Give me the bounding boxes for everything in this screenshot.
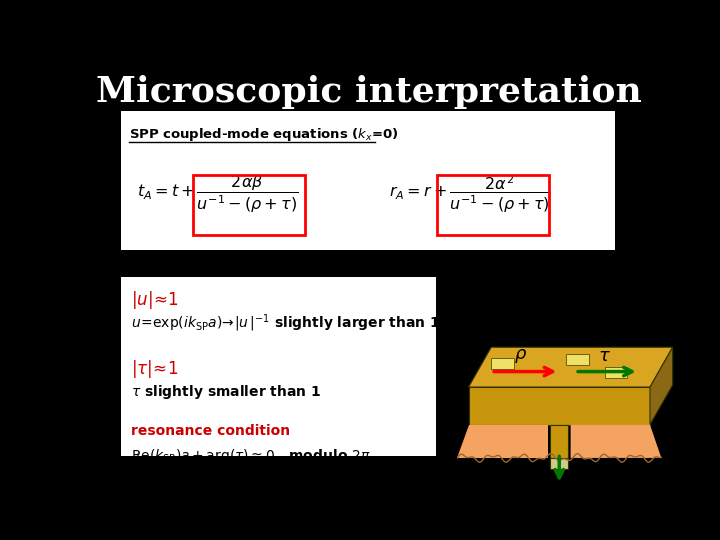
Text: $\tau$ slightly smaller than 1: $\tau$ slightly smaller than 1	[131, 383, 321, 401]
Text: $\tau$: $\tau$	[598, 347, 611, 365]
Polygon shape	[550, 458, 568, 469]
Text: $r_A = r + \dfrac{2\alpha^2}{u^{-1}-(\rho+\tau)}$: $r_A = r + \dfrac{2\alpha^2}{u^{-1}-(\rh…	[389, 173, 551, 215]
Bar	[605, 367, 627, 378]
Polygon shape	[469, 387, 650, 424]
Text: $\mathrm{Re}(k_{\mathrm{SP}})a+\mathrm{arg}(\tau)\approx 0$   modulo $2\pi$: $\mathrm{Re}(k_{\mathrm{SP}})a+\mathrm{a…	[131, 447, 371, 464]
Polygon shape	[469, 347, 672, 387]
Text: SPP coupled-mode equations ($k_x$=0): SPP coupled-mode equations ($k_x$=0)	[129, 126, 399, 143]
Bar	[566, 354, 589, 365]
Text: $\alpha$: $\alpha$	[552, 487, 566, 504]
Text: $|\tau|\!\approx\!1$: $|\tau|\!\approx\!1$	[131, 358, 178, 380]
Text: Microscopic interpretation: Microscopic interpretation	[96, 75, 642, 109]
FancyBboxPatch shape	[121, 277, 436, 456]
Polygon shape	[571, 424, 662, 458]
Polygon shape	[457, 424, 548, 458]
Polygon shape	[650, 347, 672, 424]
Text: $t_A = t + \dfrac{2\alpha\beta}{u^{-1}-(\rho+\tau)}$: $t_A = t + \dfrac{2\alpha\beta}{u^{-1}-(…	[138, 173, 299, 215]
Text: $|u|\!\approx\!1$: $|u|\!\approx\!1$	[131, 289, 179, 312]
Polygon shape	[550, 424, 568, 458]
Text: $u\!=\!\exp(ik_{\mathrm{SP}}a)\!\rightarrow\!|u\,|^{-1}$ slightly larger than 1: $u\!=\!\exp(ik_{\mathrm{SP}}a)\!\rightar…	[131, 312, 440, 334]
Bar	[491, 359, 514, 369]
Text: resonance condition: resonance condition	[131, 424, 290, 438]
FancyBboxPatch shape	[121, 111, 615, 250]
Text: $\rho$: $\rho$	[514, 347, 527, 365]
